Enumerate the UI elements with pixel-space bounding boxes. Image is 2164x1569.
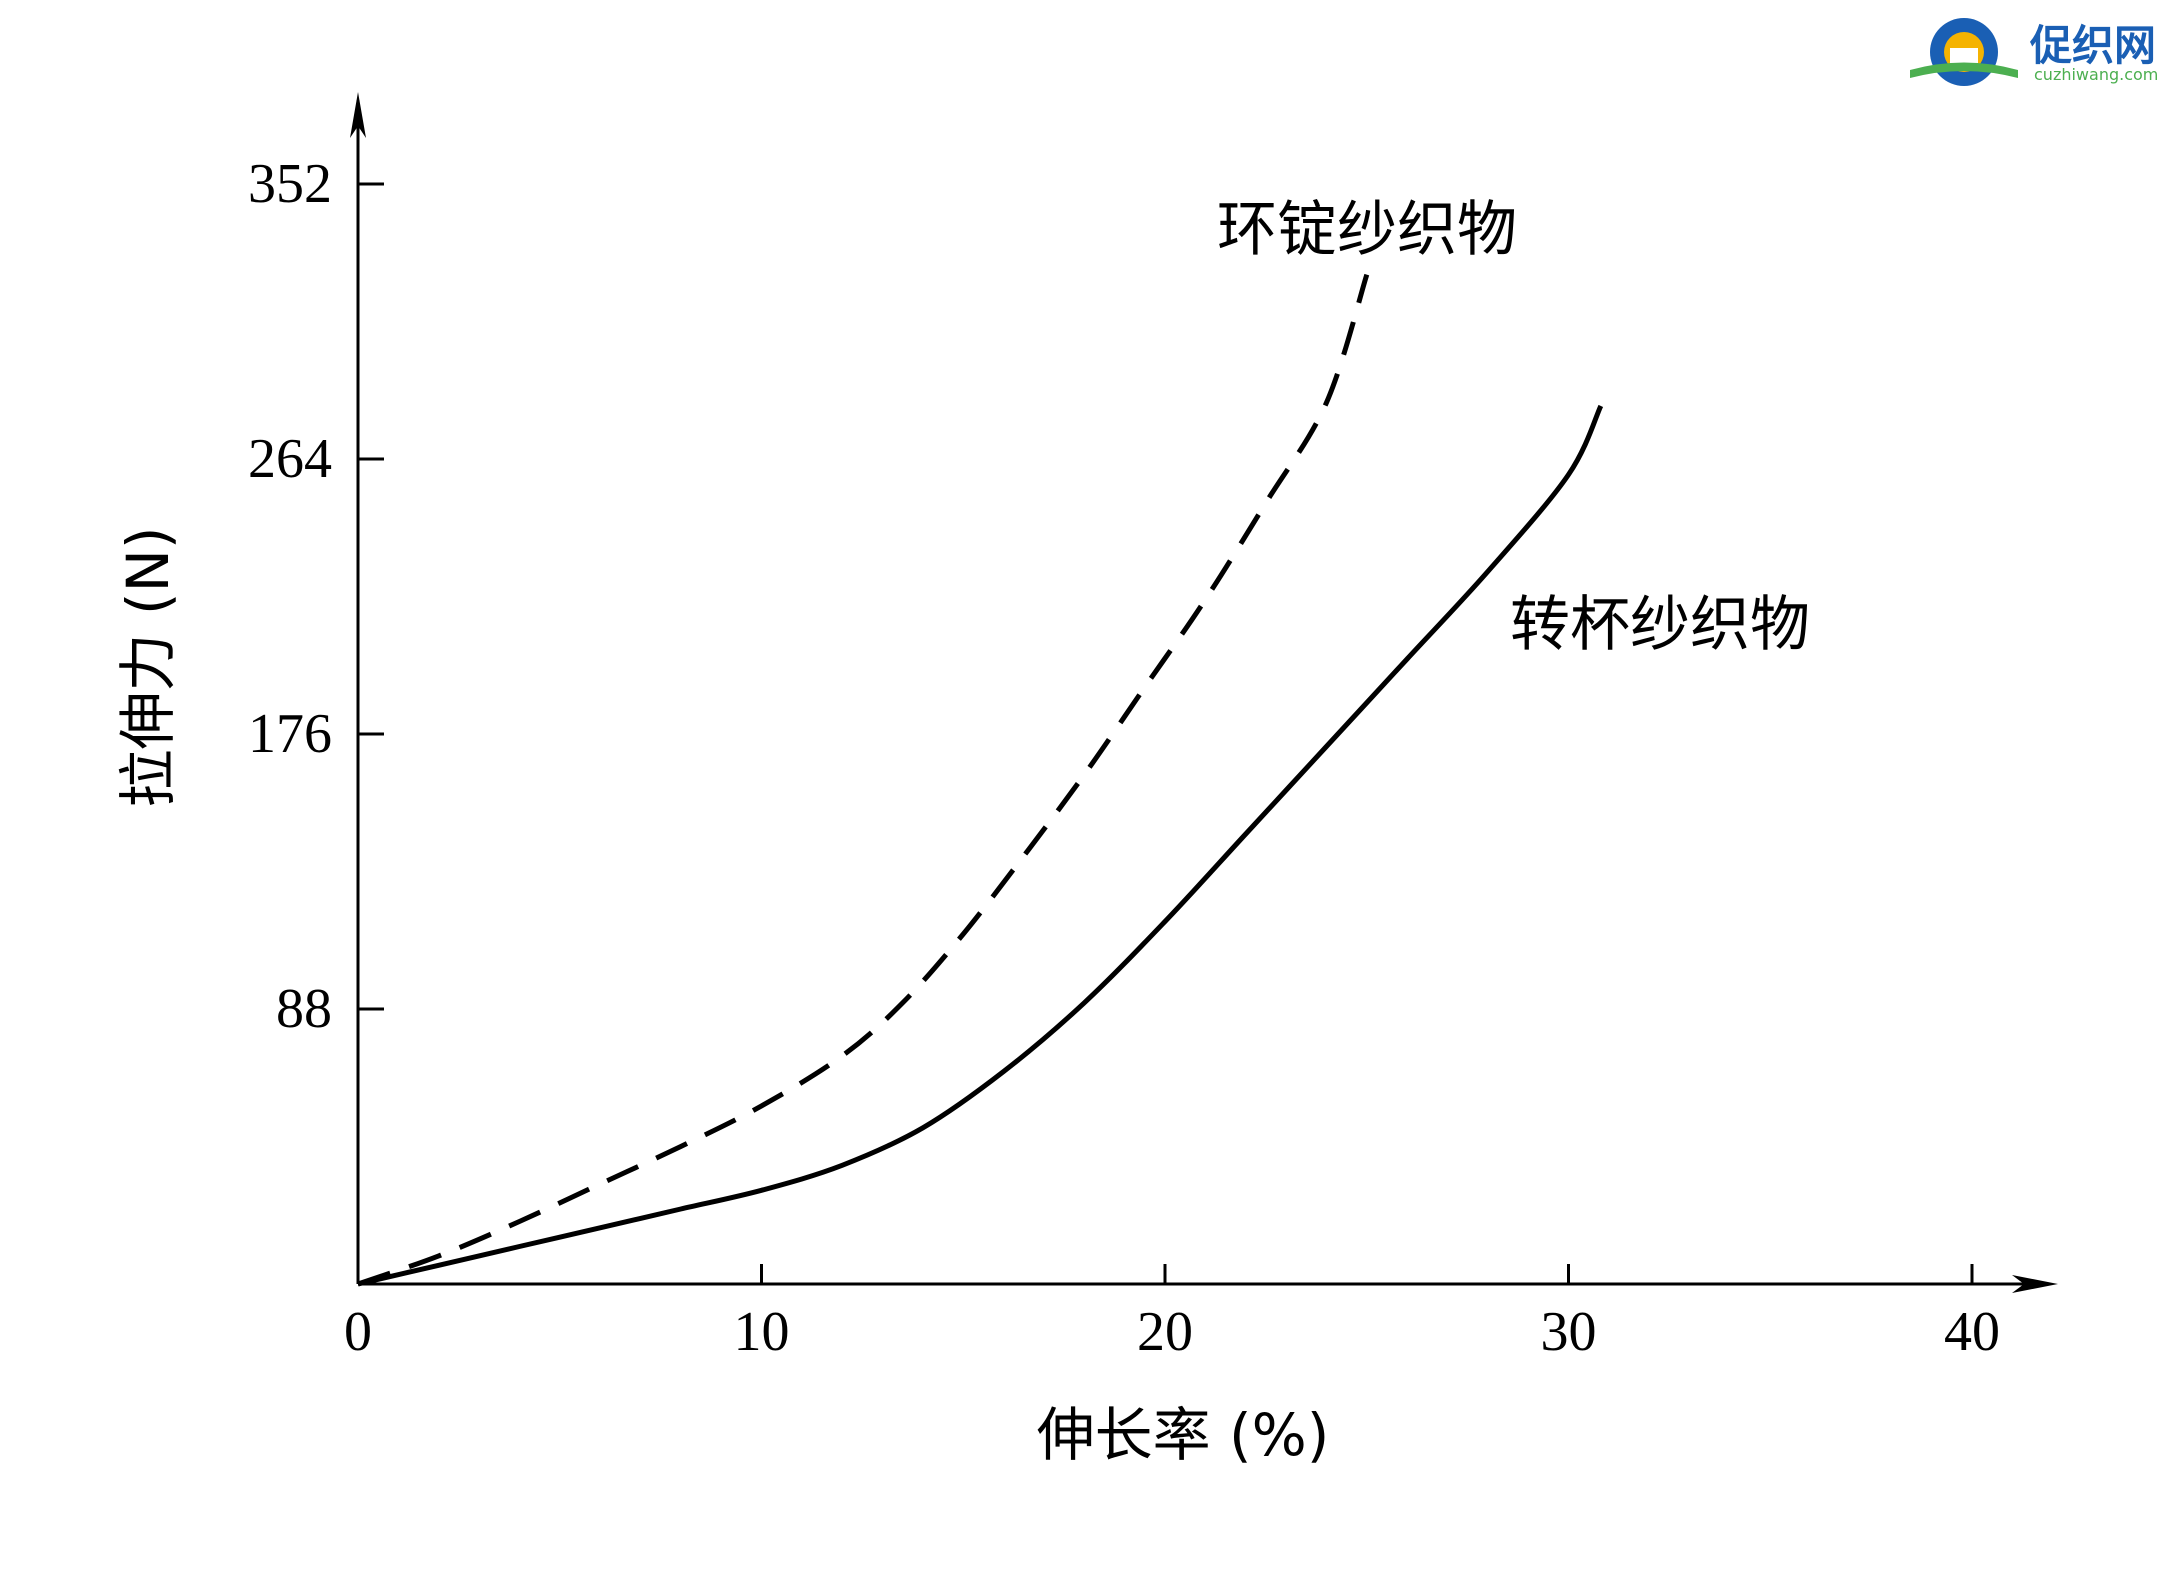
y-axis-arrow <box>350 92 366 138</box>
site-logo: 促织网 cuzhiwang.com <box>1910 18 2158 86</box>
y-tick-label: 176 <box>248 703 332 765</box>
x-axis-title: 伸长率 (%) <box>1037 1401 1330 1469</box>
ring-spun-fabric-line <box>357 273 1370 1287</box>
rotor-spun-fabric-label: 转杯纱织物 <box>1510 590 1810 660</box>
logo-name: 促织网 <box>2029 21 2156 70</box>
y-tick-label: 352 <box>248 153 332 215</box>
rotor-spun-fabric-line <box>357 404 1604 1287</box>
ring-spun-fabric-label: 环锭纱织物 <box>1217 195 1517 265</box>
axes: 0 10 20 30 40 88 176 264 352 <box>248 92 2058 1363</box>
logo-domain: cuzhiwang.com <box>2034 65 2158 84</box>
gear-icon <box>1930 18 1998 86</box>
y-axis-title: 拉伸力 (N) <box>114 526 182 807</box>
y-tick-label: 88 <box>276 978 332 1040</box>
x-axis-arrow <box>2012 1275 2058 1293</box>
x-tick-label: 30 <box>1541 1301 1597 1363</box>
series-layer <box>357 273 1604 1287</box>
x-tick-label: 10 <box>734 1301 790 1363</box>
x-tick-label: 20 <box>1137 1301 1193 1363</box>
labels-layer: 伸长率 (%) 拉伸力 (N) 环锭纱织物 转杯纱织物 <box>114 195 1810 1469</box>
book-icon <box>1910 62 2018 78</box>
y-tick-label: 264 <box>248 428 332 490</box>
x-tick-label: 0 <box>344 1301 372 1363</box>
x-tick-label: 40 <box>1944 1301 2000 1363</box>
